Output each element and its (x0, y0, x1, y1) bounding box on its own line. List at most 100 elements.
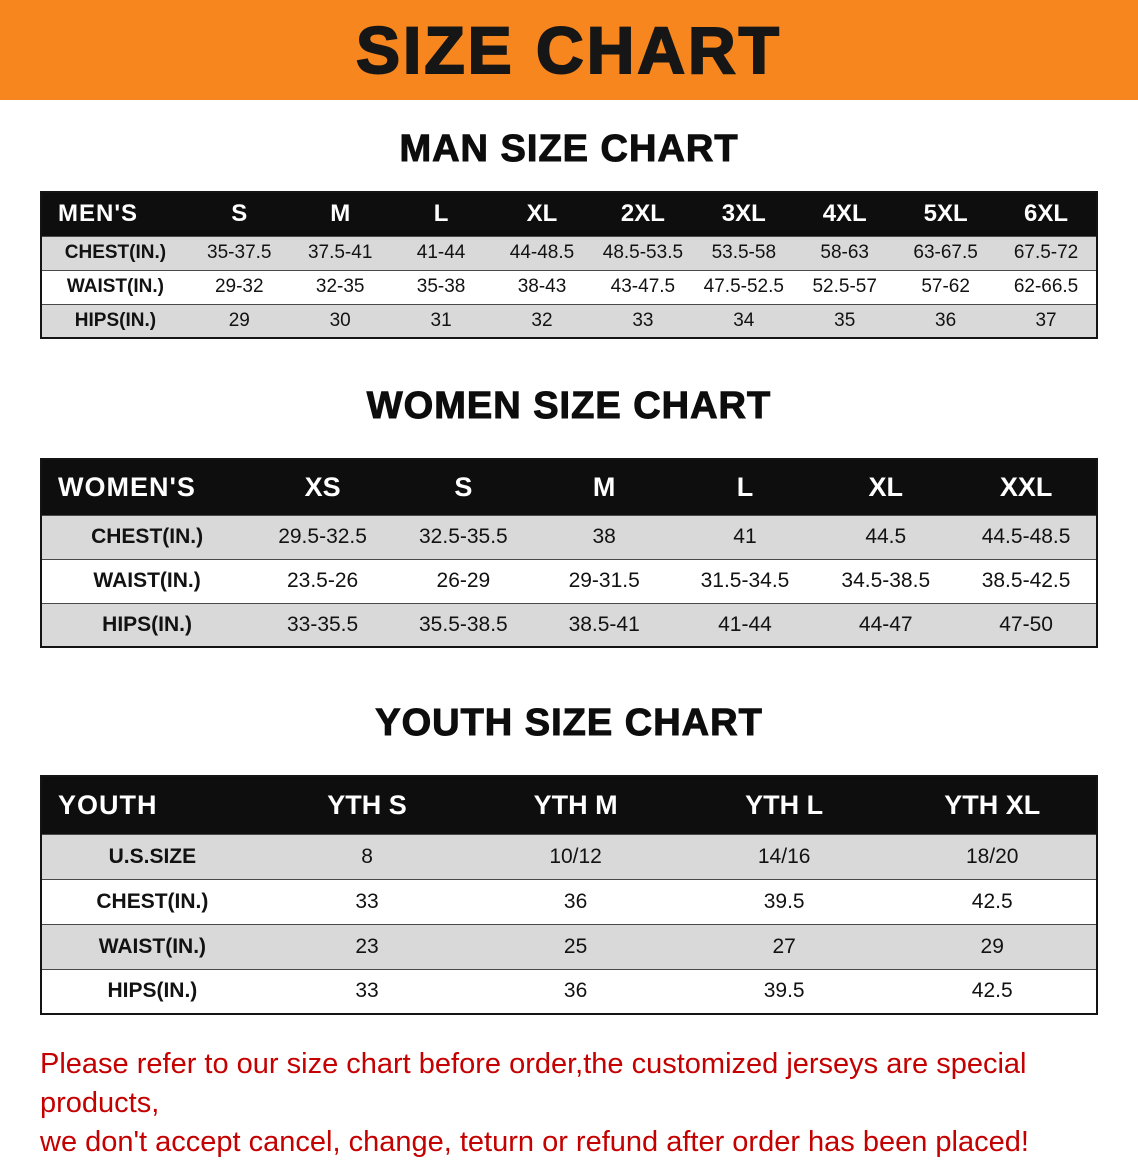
youth-row-waist-in: WAIST(IN.) 23 25 27 29 (41, 923, 1097, 969)
disclaimer-line-1: Please refer to our size chart before or… (40, 1048, 1027, 1120)
women-cell-0-6: 44.5-48.5 (956, 514, 1097, 559)
youth-size-chart-heading: YOUTH SIZE CHART (375, 702, 763, 745)
youth-cell-3-4: 42.5 (888, 968, 1097, 1014)
women-cell-2-4: 41-44 (674, 602, 816, 647)
men-cell-2-1: 29 (188, 303, 290, 338)
women-cell-0-2: 32.5-35.5 (392, 514, 534, 559)
youth-cell-0-3: 14/16 (679, 833, 889, 879)
men-cell-0-1: 35-37.5 (188, 235, 290, 270)
men-col-4xl: 4XL (794, 192, 896, 236)
youth-row-label-waist-in: WAIST(IN.) (41, 923, 263, 969)
men-cell-2-2: 30 (289, 303, 391, 338)
men-section: MAN SIZE CHART MEN'S S M L XL 2XL 3XL 4XL 5XL 6XL… (0, 128, 1138, 339)
youth-row-label-hips-in: HIPS(IN.) (41, 968, 263, 1014)
men-size-table: MEN'S S M L XL 2XL 3XL 4XL 5XL 6XL CHEST(IN.) 35-37… (40, 191, 1098, 339)
youth-row-label-u-s-size: U.S.SIZE (41, 833, 263, 879)
men-row-chest-in: CHEST(IN.) 35-37.5 37.5-41 41-44 44-48.5 48.5… (41, 235, 1097, 270)
men-cell-0-3: 41-44 (390, 235, 492, 270)
youth-cell-2-3: 27 (679, 923, 889, 969)
size-chart-title: SIZE CHART (355, 12, 782, 88)
men-cell-1-9: 62-66.5 (996, 269, 1097, 304)
youth-cell-0-2: 10/12 (471, 833, 680, 879)
youth-cell-2-1: 23 (262, 923, 472, 969)
men-col-5xl: 5XL (895, 192, 997, 236)
men-cell-1-8: 57-62 (895, 269, 997, 304)
men-row-hips-in: HIPS(IN.) 29 30 31 32 33 34 35 36 37 (41, 303, 1097, 338)
women-row-label-chest-in: CHEST(IN.) (41, 514, 253, 559)
women-cell-1-4: 31.5-34.5 (674, 558, 816, 603)
women-row-label-hips-in: HIPS(IN.) (41, 602, 253, 647)
women-cell-1-3: 29-31.5 (533, 558, 675, 603)
women-cell-0-3: 38 (533, 514, 675, 559)
men-cell-0-2: 37.5-41 (289, 235, 391, 270)
women-section: WOMEN SIZE CHART WOMEN'S XS S M L XL XXL CHEST(… (0, 385, 1138, 648)
women-cell-2-3: 38.5-41 (533, 602, 675, 647)
youth-cell-1-3: 39.5 (679, 878, 889, 924)
women-cell-1-5: 34.5-38.5 (815, 558, 957, 603)
youth-col-yth-xl: YTH XL (888, 776, 1097, 834)
men-row-label-hips-in: HIPS(IN.) (41, 303, 189, 338)
youth-table-label: YOUTH (41, 776, 263, 834)
men-cell-2-4: 32 (491, 303, 593, 338)
women-table-label: WOMEN'S (41, 459, 253, 515)
youth-col-yth-s: YTH S (262, 776, 472, 834)
men-cell-1-6: 47.5-52.5 (693, 269, 795, 304)
youth-row-hips-in: HIPS(IN.) 33 36 39.5 42.5 (41, 968, 1097, 1014)
women-row-hips-in: HIPS(IN.) 33-35.5 35.5-38.5 38.5-41 41-44 44-… (41, 602, 1097, 647)
youth-cell-0-4: 18/20 (888, 833, 1097, 879)
men-cell-0-6: 53.5-58 (693, 235, 795, 270)
youth-header-row: YOUTH YTH S YTH M YTH L YTH XL (41, 776, 1097, 834)
man-size-chart-heading: MAN SIZE CHART (399, 128, 739, 171)
women-cell-2-1: 33-35.5 (252, 602, 393, 647)
men-col-6xl: 6XL (996, 192, 1097, 236)
women-col-xl: XL (815, 459, 957, 515)
youth-row-chest-in: CHEST(IN.) 33 36 39.5 42.5 (41, 878, 1097, 924)
youth-cell-2-2: 25 (471, 923, 680, 969)
women-cell-1-1: 23.5-26 (252, 558, 393, 603)
youth-cell-2-4: 29 (888, 923, 1097, 969)
women-cell-2-6: 47-50 (956, 602, 1097, 647)
women-row-chest-in: CHEST(IN.) 29.5-32.5 32.5-35.5 38 41 44.5 44.5… (41, 514, 1097, 559)
men-col-xl: XL (491, 192, 593, 236)
disclaimer-line-2: we don't accept cancel, change, teturn o… (40, 1126, 1029, 1159)
youth-row-label-chest-in: CHEST(IN.) (41, 878, 263, 924)
women-cell-2-5: 44-47 (815, 602, 957, 647)
women-col-m: M (533, 459, 675, 515)
women-col-s: S (392, 459, 534, 515)
disclaimer: Please refer to our size chart before or… (40, 1045, 1108, 1162)
women-row-waist-in: WAIST(IN.) 23.5-26 26-29 29-31.5 31.5-34.5 34… (41, 558, 1097, 603)
women-row-label-waist-in: WAIST(IN.) (41, 558, 253, 603)
men-cell-2-3: 31 (390, 303, 492, 338)
men-row-label-chest-in: CHEST(IN.) (41, 235, 189, 270)
men-col-l: L (390, 192, 492, 236)
men-cell-2-8: 36 (895, 303, 997, 338)
men-col-m: M (289, 192, 391, 236)
women-cell-1-2: 26-29 (392, 558, 534, 603)
women-cell-1-6: 38.5-42.5 (956, 558, 1097, 603)
youth-section: YOUTH SIZE CHART YOUTH YTH S YTH M YTH L YTH… (0, 702, 1138, 1015)
youth-cell-0-1: 8 (262, 833, 472, 879)
women-size-table: WOMEN'S XS S M L XL XXL CHEST(IN.) 29.5-32.5 32.5… (40, 458, 1098, 648)
size-chart-banner: SIZE CHART (0, 0, 1138, 100)
men-header-row: MEN'S S M L XL 2XL 3XL 4XL 5XL 6XL (41, 192, 1097, 236)
men-cell-2-5: 33 (592, 303, 694, 338)
youth-cell-3-2: 36 (471, 968, 680, 1014)
men-row-label-waist-in: WAIST(IN.) (41, 269, 189, 304)
women-cell-0-5: 44.5 (815, 514, 957, 559)
men-cell-1-1: 29-32 (188, 269, 290, 304)
youth-col-yth-l: YTH L (679, 776, 889, 834)
women-col-l: L (674, 459, 816, 515)
men-cell-2-9: 37 (996, 303, 1097, 338)
men-cell-0-7: 58-63 (794, 235, 896, 270)
youth-size-table: YOUTH YTH S YTH M YTH L YTH XL U.S.SIZE 8 10/12… (40, 775, 1098, 1015)
women-cell-0-1: 29.5-32.5 (252, 514, 393, 559)
women-size-chart-heading: WOMEN SIZE CHART (366, 385, 772, 428)
youth-col-yth-m: YTH M (471, 776, 680, 834)
men-cell-0-8: 63-67.5 (895, 235, 997, 270)
men-col-3xl: 3XL (693, 192, 795, 236)
men-row-waist-in: WAIST(IN.) 29-32 32-35 35-38 38-43 43-47.5 47.… (41, 269, 1097, 304)
men-cell-2-7: 35 (794, 303, 896, 338)
men-cell-0-5: 48.5-53.5 (592, 235, 694, 270)
men-cell-0-9: 67.5-72 (996, 235, 1097, 270)
